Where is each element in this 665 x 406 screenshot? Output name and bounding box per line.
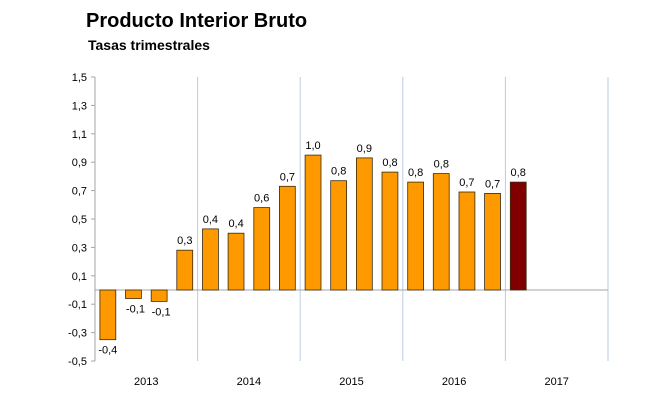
bar xyxy=(125,289,142,299)
y-tick-label: 0,7 xyxy=(72,186,87,198)
data-label: 0,8 xyxy=(331,166,346,178)
y-tick-label: 0,1 xyxy=(72,271,87,283)
y-tick-label: 0,9 xyxy=(72,157,87,169)
data-label: 0,9 xyxy=(357,143,372,155)
y-tick-label: 1,5 xyxy=(72,72,87,84)
data-label: 0,6 xyxy=(254,193,269,205)
x-tick-label: 2017 xyxy=(544,376,568,388)
y-tick-label: 1,3 xyxy=(72,100,87,112)
data-label: 0,8 xyxy=(382,157,397,169)
data-label: 1,0 xyxy=(305,140,320,152)
data-label: 0,7 xyxy=(459,177,474,189)
x-tick-label: 2013 xyxy=(134,376,158,388)
data-label: 0,7 xyxy=(485,178,500,190)
data-label: 0,8 xyxy=(408,167,423,179)
bar xyxy=(227,232,245,291)
data-label: 0,8 xyxy=(434,159,449,171)
bar xyxy=(304,154,322,291)
bar xyxy=(432,173,450,291)
bar xyxy=(150,289,168,302)
x-tick-label: 2016 xyxy=(442,376,466,388)
x-tick-label: 2014 xyxy=(237,376,261,388)
x-tick-label: 2015 xyxy=(339,376,363,388)
bar xyxy=(509,181,527,291)
bar xyxy=(278,185,296,291)
y-tick-label: -0,3 xyxy=(68,328,87,340)
chart-subtitle: Tasas trimestrales xyxy=(88,37,210,53)
y-tick-label: 1,1 xyxy=(72,129,87,141)
y-tick-label: 0,3 xyxy=(72,242,87,254)
bar xyxy=(330,180,348,291)
y-tick-label: -0,5 xyxy=(68,356,87,368)
data-label: 0,7 xyxy=(280,171,295,183)
bar xyxy=(355,157,373,291)
bar xyxy=(202,228,219,291)
data-label: 0,3 xyxy=(177,235,192,247)
y-tick-label: 0,5 xyxy=(72,214,87,226)
data-label: 0,4 xyxy=(203,214,218,226)
bar xyxy=(253,207,271,291)
chart-title: Producto Interior Bruto xyxy=(86,10,308,32)
data-label: -0,1 xyxy=(126,304,145,316)
data-label: 0,8 xyxy=(511,167,526,179)
bar xyxy=(381,171,399,291)
bar xyxy=(99,289,117,341)
y-tick-label: -0,1 xyxy=(68,299,87,311)
data-label: 0,4 xyxy=(228,218,243,230)
data-label: -0,4 xyxy=(98,345,117,357)
bar xyxy=(407,181,425,291)
data-label: -0,1 xyxy=(152,306,171,318)
bar xyxy=(458,191,476,291)
bar xyxy=(484,192,501,291)
bar xyxy=(176,249,194,291)
